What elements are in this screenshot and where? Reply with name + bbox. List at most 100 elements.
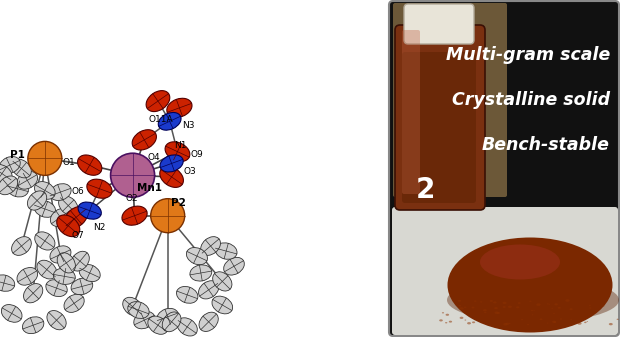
Ellipse shape <box>527 324 529 325</box>
Ellipse shape <box>165 142 190 161</box>
Text: Crystalline solid: Crystalline solid <box>452 91 610 109</box>
Ellipse shape <box>490 300 493 302</box>
Ellipse shape <box>483 309 487 311</box>
Text: N3: N3 <box>182 121 194 130</box>
Ellipse shape <box>0 275 15 291</box>
Ellipse shape <box>160 155 183 172</box>
Ellipse shape <box>442 312 444 313</box>
Ellipse shape <box>495 311 498 314</box>
Ellipse shape <box>505 323 509 325</box>
Text: P2: P2 <box>170 198 185 208</box>
Ellipse shape <box>553 313 555 314</box>
Ellipse shape <box>110 153 154 197</box>
Ellipse shape <box>464 307 466 308</box>
Ellipse shape <box>554 303 558 305</box>
Ellipse shape <box>78 155 102 175</box>
Ellipse shape <box>516 306 520 308</box>
Text: O2: O2 <box>125 194 138 203</box>
Ellipse shape <box>22 317 44 334</box>
FancyBboxPatch shape <box>393 3 507 197</box>
Ellipse shape <box>122 206 147 225</box>
Ellipse shape <box>87 179 112 198</box>
Ellipse shape <box>50 246 71 263</box>
Ellipse shape <box>590 307 591 309</box>
Ellipse shape <box>508 306 512 308</box>
Ellipse shape <box>508 323 510 324</box>
Ellipse shape <box>458 300 461 302</box>
Ellipse shape <box>518 302 521 304</box>
Ellipse shape <box>484 312 487 313</box>
Text: N2: N2 <box>93 223 105 232</box>
Text: O6: O6 <box>72 187 84 196</box>
Ellipse shape <box>474 300 477 302</box>
Ellipse shape <box>12 237 32 255</box>
Ellipse shape <box>78 202 101 219</box>
Ellipse shape <box>198 281 219 299</box>
Ellipse shape <box>584 321 587 323</box>
Ellipse shape <box>157 308 179 325</box>
Ellipse shape <box>167 98 192 117</box>
Ellipse shape <box>497 312 500 314</box>
Ellipse shape <box>609 323 613 325</box>
Text: N1: N1 <box>175 142 187 150</box>
Ellipse shape <box>71 278 93 295</box>
Ellipse shape <box>132 130 156 150</box>
Ellipse shape <box>459 317 463 319</box>
FancyBboxPatch shape <box>402 52 476 203</box>
Text: O3: O3 <box>184 167 197 177</box>
Ellipse shape <box>215 243 237 259</box>
Ellipse shape <box>587 321 588 322</box>
Ellipse shape <box>7 181 29 197</box>
Ellipse shape <box>79 264 100 282</box>
Ellipse shape <box>547 303 549 305</box>
Ellipse shape <box>503 306 506 308</box>
Ellipse shape <box>480 245 560 279</box>
Ellipse shape <box>190 265 212 281</box>
Text: O9: O9 <box>190 150 203 159</box>
Text: 2: 2 <box>415 176 435 204</box>
Ellipse shape <box>589 305 591 306</box>
Ellipse shape <box>212 296 232 314</box>
FancyBboxPatch shape <box>395 25 485 210</box>
Ellipse shape <box>467 322 471 325</box>
Ellipse shape <box>547 323 549 324</box>
Ellipse shape <box>17 172 38 189</box>
Ellipse shape <box>493 301 497 304</box>
Ellipse shape <box>603 305 604 307</box>
Ellipse shape <box>134 311 155 329</box>
Ellipse shape <box>57 253 76 273</box>
Ellipse shape <box>50 208 71 226</box>
Ellipse shape <box>539 318 542 320</box>
Ellipse shape <box>224 257 244 275</box>
Ellipse shape <box>37 260 56 279</box>
Ellipse shape <box>565 299 570 302</box>
Ellipse shape <box>471 307 474 309</box>
Ellipse shape <box>0 164 12 183</box>
Text: O7: O7 <box>72 232 84 240</box>
Ellipse shape <box>24 283 43 303</box>
Ellipse shape <box>439 319 443 321</box>
Ellipse shape <box>570 319 572 320</box>
Ellipse shape <box>35 182 55 199</box>
Ellipse shape <box>0 156 20 174</box>
Ellipse shape <box>201 237 221 255</box>
Ellipse shape <box>1 305 22 322</box>
Ellipse shape <box>560 318 562 320</box>
Ellipse shape <box>53 268 75 284</box>
Ellipse shape <box>577 322 582 325</box>
Ellipse shape <box>59 196 78 215</box>
Ellipse shape <box>57 215 80 237</box>
Ellipse shape <box>447 277 619 323</box>
Ellipse shape <box>549 304 550 305</box>
FancyBboxPatch shape <box>392 207 618 335</box>
Ellipse shape <box>464 319 466 320</box>
Ellipse shape <box>533 310 535 311</box>
Ellipse shape <box>158 113 181 130</box>
Ellipse shape <box>71 251 89 271</box>
Ellipse shape <box>213 272 232 291</box>
Ellipse shape <box>146 91 170 112</box>
Ellipse shape <box>494 307 498 309</box>
Ellipse shape <box>521 319 523 320</box>
Text: Bench-stable: Bench-stable <box>482 136 610 154</box>
FancyBboxPatch shape <box>404 4 474 44</box>
